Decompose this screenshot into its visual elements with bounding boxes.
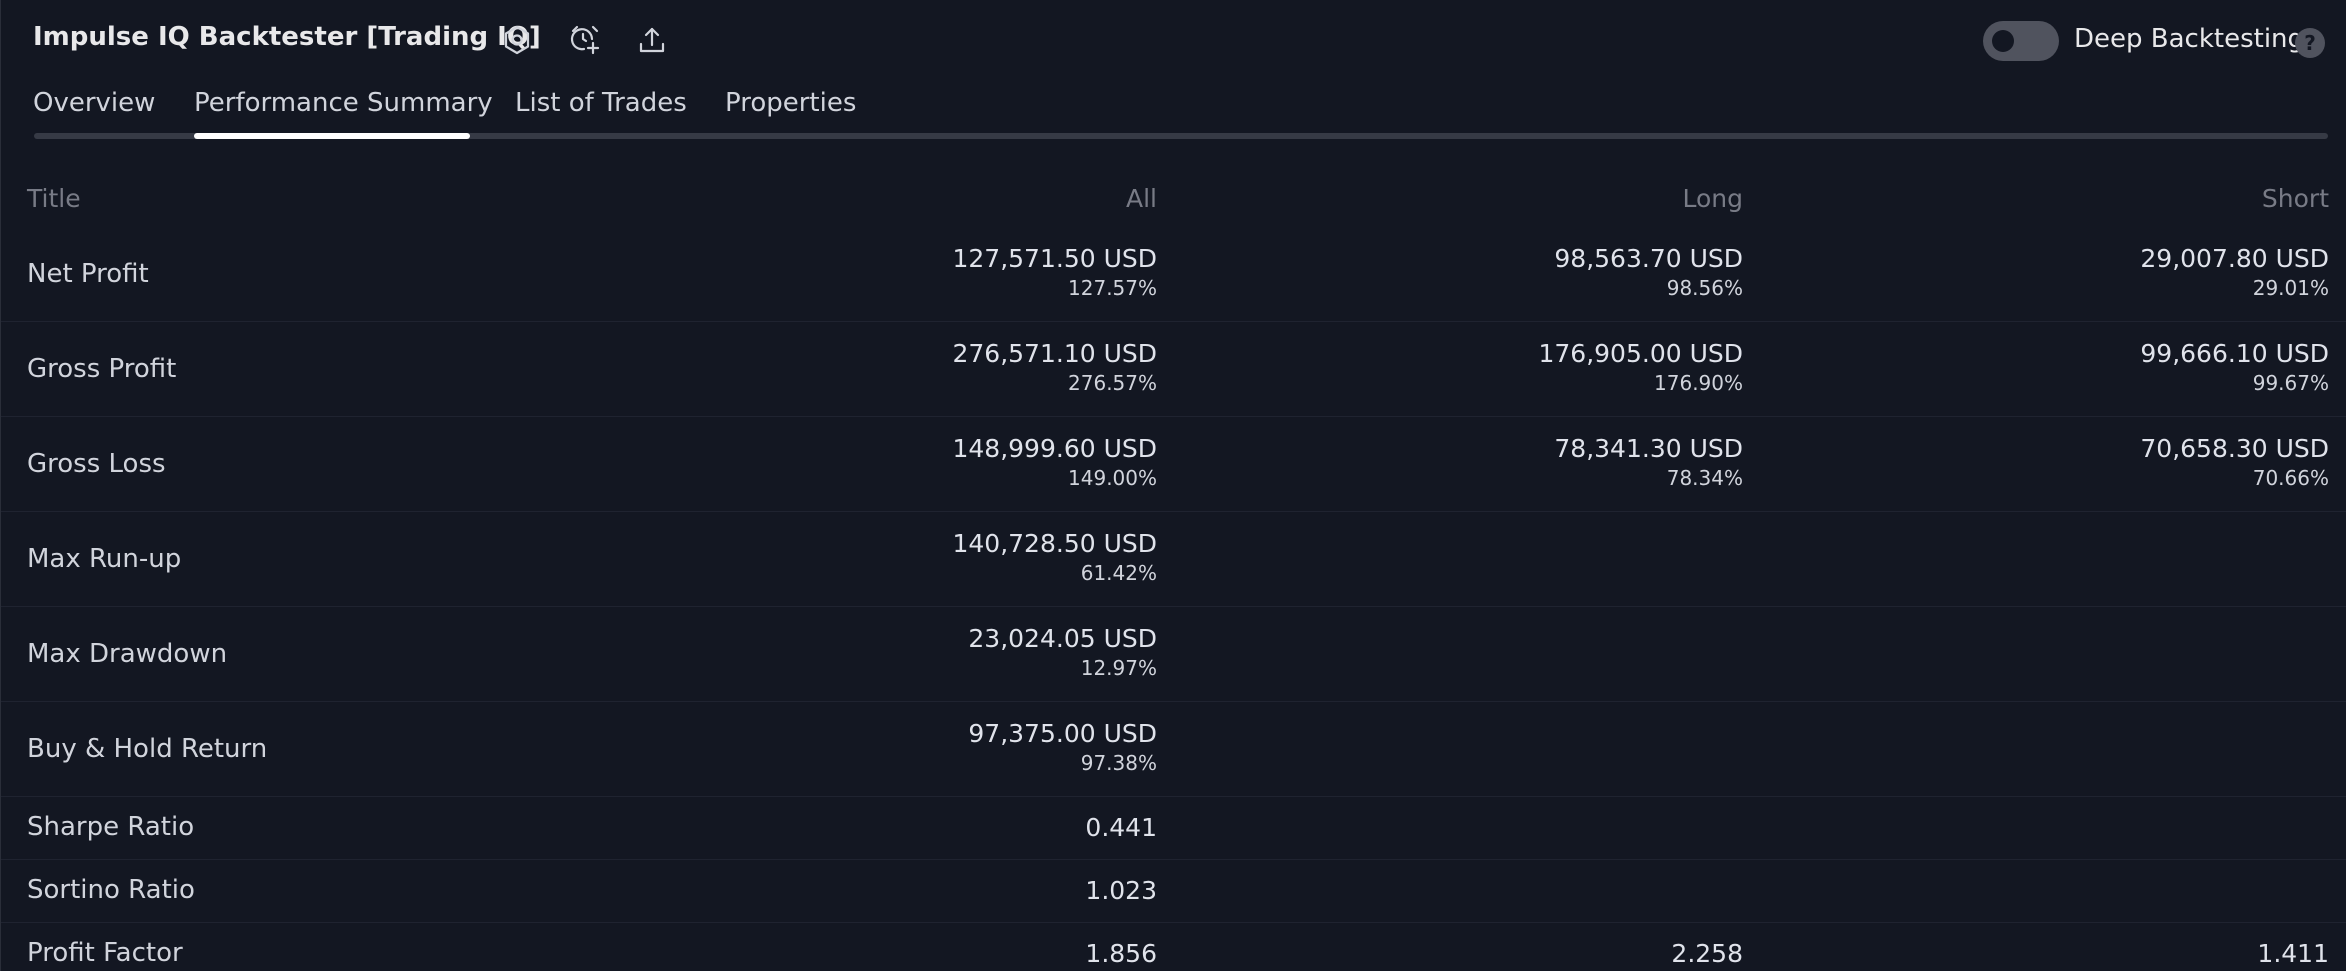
- value: 23,024.05 USD: [968, 624, 1157, 653]
- help-icon[interactable]: ?: [2295, 28, 2325, 58]
- value: 70,658.30 USD: [2140, 434, 2329, 463]
- percent: 127.57%: [1068, 276, 1157, 300]
- percent: 78.34%: [1666, 466, 1743, 490]
- cell-long: 2.258: [1671, 939, 1743, 969]
- table-row: Sortino Ratio 1.023: [1, 860, 2346, 923]
- panel-header: Impulse IQ Backtester [Trading IQ]: [1, 0, 2346, 80]
- value: 1.023: [1085, 876, 1157, 905]
- value: 127,571.50 USD: [952, 244, 1157, 273]
- column-header-all: All: [1126, 184, 1157, 213]
- tab-bar: Overview Performance Summary List of Tra…: [1, 80, 2346, 142]
- toggle-knob: [1992, 30, 2014, 52]
- value: 78,341.30 USD: [1554, 434, 1743, 463]
- row-title: Net Profit: [27, 259, 149, 289]
- percent: 29.01%: [2252, 276, 2329, 300]
- percent: 61.42%: [1080, 561, 1157, 585]
- performance-table: Title All Long Short Net Profit 127,571.…: [1, 165, 2346, 971]
- table-row: Buy & Hold Return 97,375.00 USD 97.38%: [1, 702, 2346, 797]
- tab-track: [34, 133, 2328, 139]
- tab-list-of-trades[interactable]: List of Trades: [515, 88, 687, 118]
- value: 148,999.60 USD: [952, 434, 1157, 463]
- column-header-title: Title: [27, 184, 81, 213]
- percent: 99.67%: [2252, 371, 2329, 395]
- value: 29,007.80 USD: [2140, 244, 2329, 273]
- strategy-title: Impulse IQ Backtester [Trading IQ]: [33, 22, 541, 52]
- row-title: Sharpe Ratio: [27, 812, 195, 842]
- cell-long: 176,905.00 USD 176.90%: [1538, 339, 1743, 397]
- deep-backtesting-label: Deep Backtesting: [2074, 24, 2305, 54]
- table-header: Title All Long Short: [1, 165, 2346, 227]
- column-header-short: Short: [2261, 184, 2329, 213]
- tab-overview[interactable]: Overview: [33, 88, 156, 118]
- value: 99,666.10 USD: [2140, 339, 2329, 368]
- row-title: Max Run-up: [27, 544, 182, 574]
- table-row: Max Run-up 140,728.50 USD 61.42%: [1, 512, 2346, 607]
- cell-all: 0.441: [1085, 813, 1157, 843]
- column-header-long: Long: [1682, 184, 1744, 213]
- settings-icon[interactable]: [497, 20, 537, 60]
- tab-properties[interactable]: Properties: [725, 88, 857, 118]
- table-row: Gross Loss 148,999.60 USD 149.00% 78,341…: [1, 417, 2346, 512]
- row-title: Sortino Ratio: [27, 875, 195, 905]
- value: 1.856: [1085, 939, 1157, 968]
- row-title: Gross Profit: [27, 354, 177, 384]
- cell-all: 23,024.05 USD 12.97%: [968, 624, 1157, 682]
- value: 1.411: [2257, 939, 2329, 968]
- value: 140,728.50 USD: [952, 529, 1157, 558]
- percent: 12.97%: [1080, 656, 1157, 680]
- value: 2.258: [1671, 939, 1743, 968]
- row-title: Max Drawdown: [27, 639, 228, 669]
- export-icon[interactable]: [632, 20, 672, 60]
- value: 98,563.70 USD: [1554, 244, 1743, 273]
- cell-short: 29,007.80 USD 29.01%: [2140, 244, 2329, 302]
- table-row: Max Drawdown 23,024.05 USD 12.97%: [1, 607, 2346, 702]
- value: 97,375.00 USD: [968, 719, 1157, 748]
- cell-short: 70,658.30 USD 70.66%: [2140, 434, 2329, 492]
- tab-performance-summary[interactable]: Performance Summary: [194, 88, 493, 118]
- table-row: Net Profit 127,571.50 USD 127.57% 98,563…: [1, 227, 2346, 322]
- alarm-add-icon[interactable]: [565, 20, 605, 60]
- percent: 97.38%: [1080, 751, 1157, 775]
- cell-all: 1.023: [1085, 876, 1157, 906]
- row-title: Profit Factor: [27, 938, 183, 968]
- percent: 70.66%: [2252, 466, 2329, 490]
- cell-short: 99,666.10 USD 99.67%: [2140, 339, 2329, 397]
- row-title: Gross Loss: [27, 449, 166, 479]
- percent: 276.57%: [1068, 371, 1157, 395]
- deep-backtesting-toggle[interactable]: [1983, 21, 2059, 61]
- value: 276,571.10 USD: [952, 339, 1157, 368]
- cell-all: 127,571.50 USD 127.57%: [952, 244, 1157, 302]
- table-row: Profit Factor 1.856 2.258 1.411: [1, 923, 2346, 971]
- cell-all: 1.856: [1085, 939, 1157, 969]
- row-title: Buy & Hold Return: [27, 734, 268, 764]
- cell-all: 148,999.60 USD 149.00%: [952, 434, 1157, 492]
- cell-all: 97,375.00 USD 97.38%: [968, 719, 1157, 777]
- cell-long: 78,341.30 USD 78.34%: [1554, 434, 1743, 492]
- table-row: Gross Profit 276,571.10 USD 276.57% 176,…: [1, 322, 2346, 417]
- percent: 98.56%: [1666, 276, 1743, 300]
- cell-all: 140,728.50 USD 61.42%: [952, 529, 1157, 587]
- value: 0.441: [1085, 813, 1157, 842]
- cell-long: 98,563.70 USD 98.56%: [1554, 244, 1743, 302]
- percent: 176.90%: [1654, 371, 1743, 395]
- cell-short: 1.411: [2257, 939, 2329, 969]
- value: 176,905.00 USD: [1538, 339, 1743, 368]
- cell-all: 276,571.10 USD 276.57%: [952, 339, 1157, 397]
- active-tab-indicator: [194, 133, 470, 139]
- percent: 149.00%: [1068, 466, 1157, 490]
- table-row: Sharpe Ratio 0.441: [1, 797, 2346, 860]
